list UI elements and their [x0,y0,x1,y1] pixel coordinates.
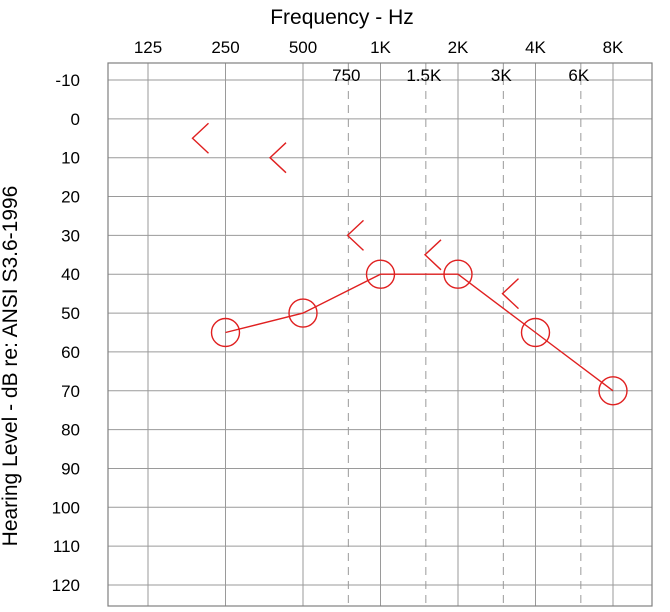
x-tick-label: 500 [289,38,317,57]
x-minor-tick-label: 3K [491,66,512,85]
y-tick-label: 60 [61,343,80,362]
plot-frame [107,62,653,607]
y-tick-label: 40 [61,265,80,284]
bracket-marker [423,239,442,271]
y-tick-label: -10 [55,71,80,90]
x-minor-tick-label: 1.5K [406,66,442,85]
tick-labels: -10 0 10 20 30 40 50 60 70 80 90 100 110 120 125 250 500… [52,38,624,595]
y-tick-label: 20 [61,188,80,207]
y-tick-label: 0 [71,110,80,129]
circle-marker [520,317,551,348]
series-line [225,273,614,392]
y-tick-label: 100 [52,498,80,517]
y-tick-label: 120 [52,576,80,595]
grid [108,63,652,606]
chart-title: Frequency - Hz [270,6,414,29]
circle-marker [210,317,241,348]
x-tick-label: 4K [525,38,546,57]
y-tick-label: 90 [61,459,80,478]
x-tick-label: 2K [448,38,469,57]
y-tick-label: 80 [61,421,80,440]
bracket-marker [268,142,287,174]
x-tick-label: 8K [603,38,624,57]
x-tick-label: 1K [370,38,391,57]
x-tick-label: 250 [211,38,239,57]
x-tick-label: 125 [134,38,162,57]
y-tick-label: 30 [61,226,80,245]
bracket-marker [501,278,519,310]
y-axis-label: Hearing Level - dB re: ANSI S3.6-1996 [0,186,22,547]
circle-marker [365,259,396,289]
series [191,122,628,406]
circle-marker [288,298,318,328]
bracket-marker [346,219,364,251]
circle-marker [598,376,628,406]
x-minor-tick-label: 6K [568,66,589,85]
y-tick-label: 50 [61,304,80,323]
x-minor-tick-label: 750 [332,66,360,85]
circle-marker [443,259,473,289]
y-tick-label: 10 [61,149,80,168]
y-tick-label: 70 [61,382,80,401]
y-tick-label: 110 [53,537,80,556]
bracket-marker [191,122,209,154]
